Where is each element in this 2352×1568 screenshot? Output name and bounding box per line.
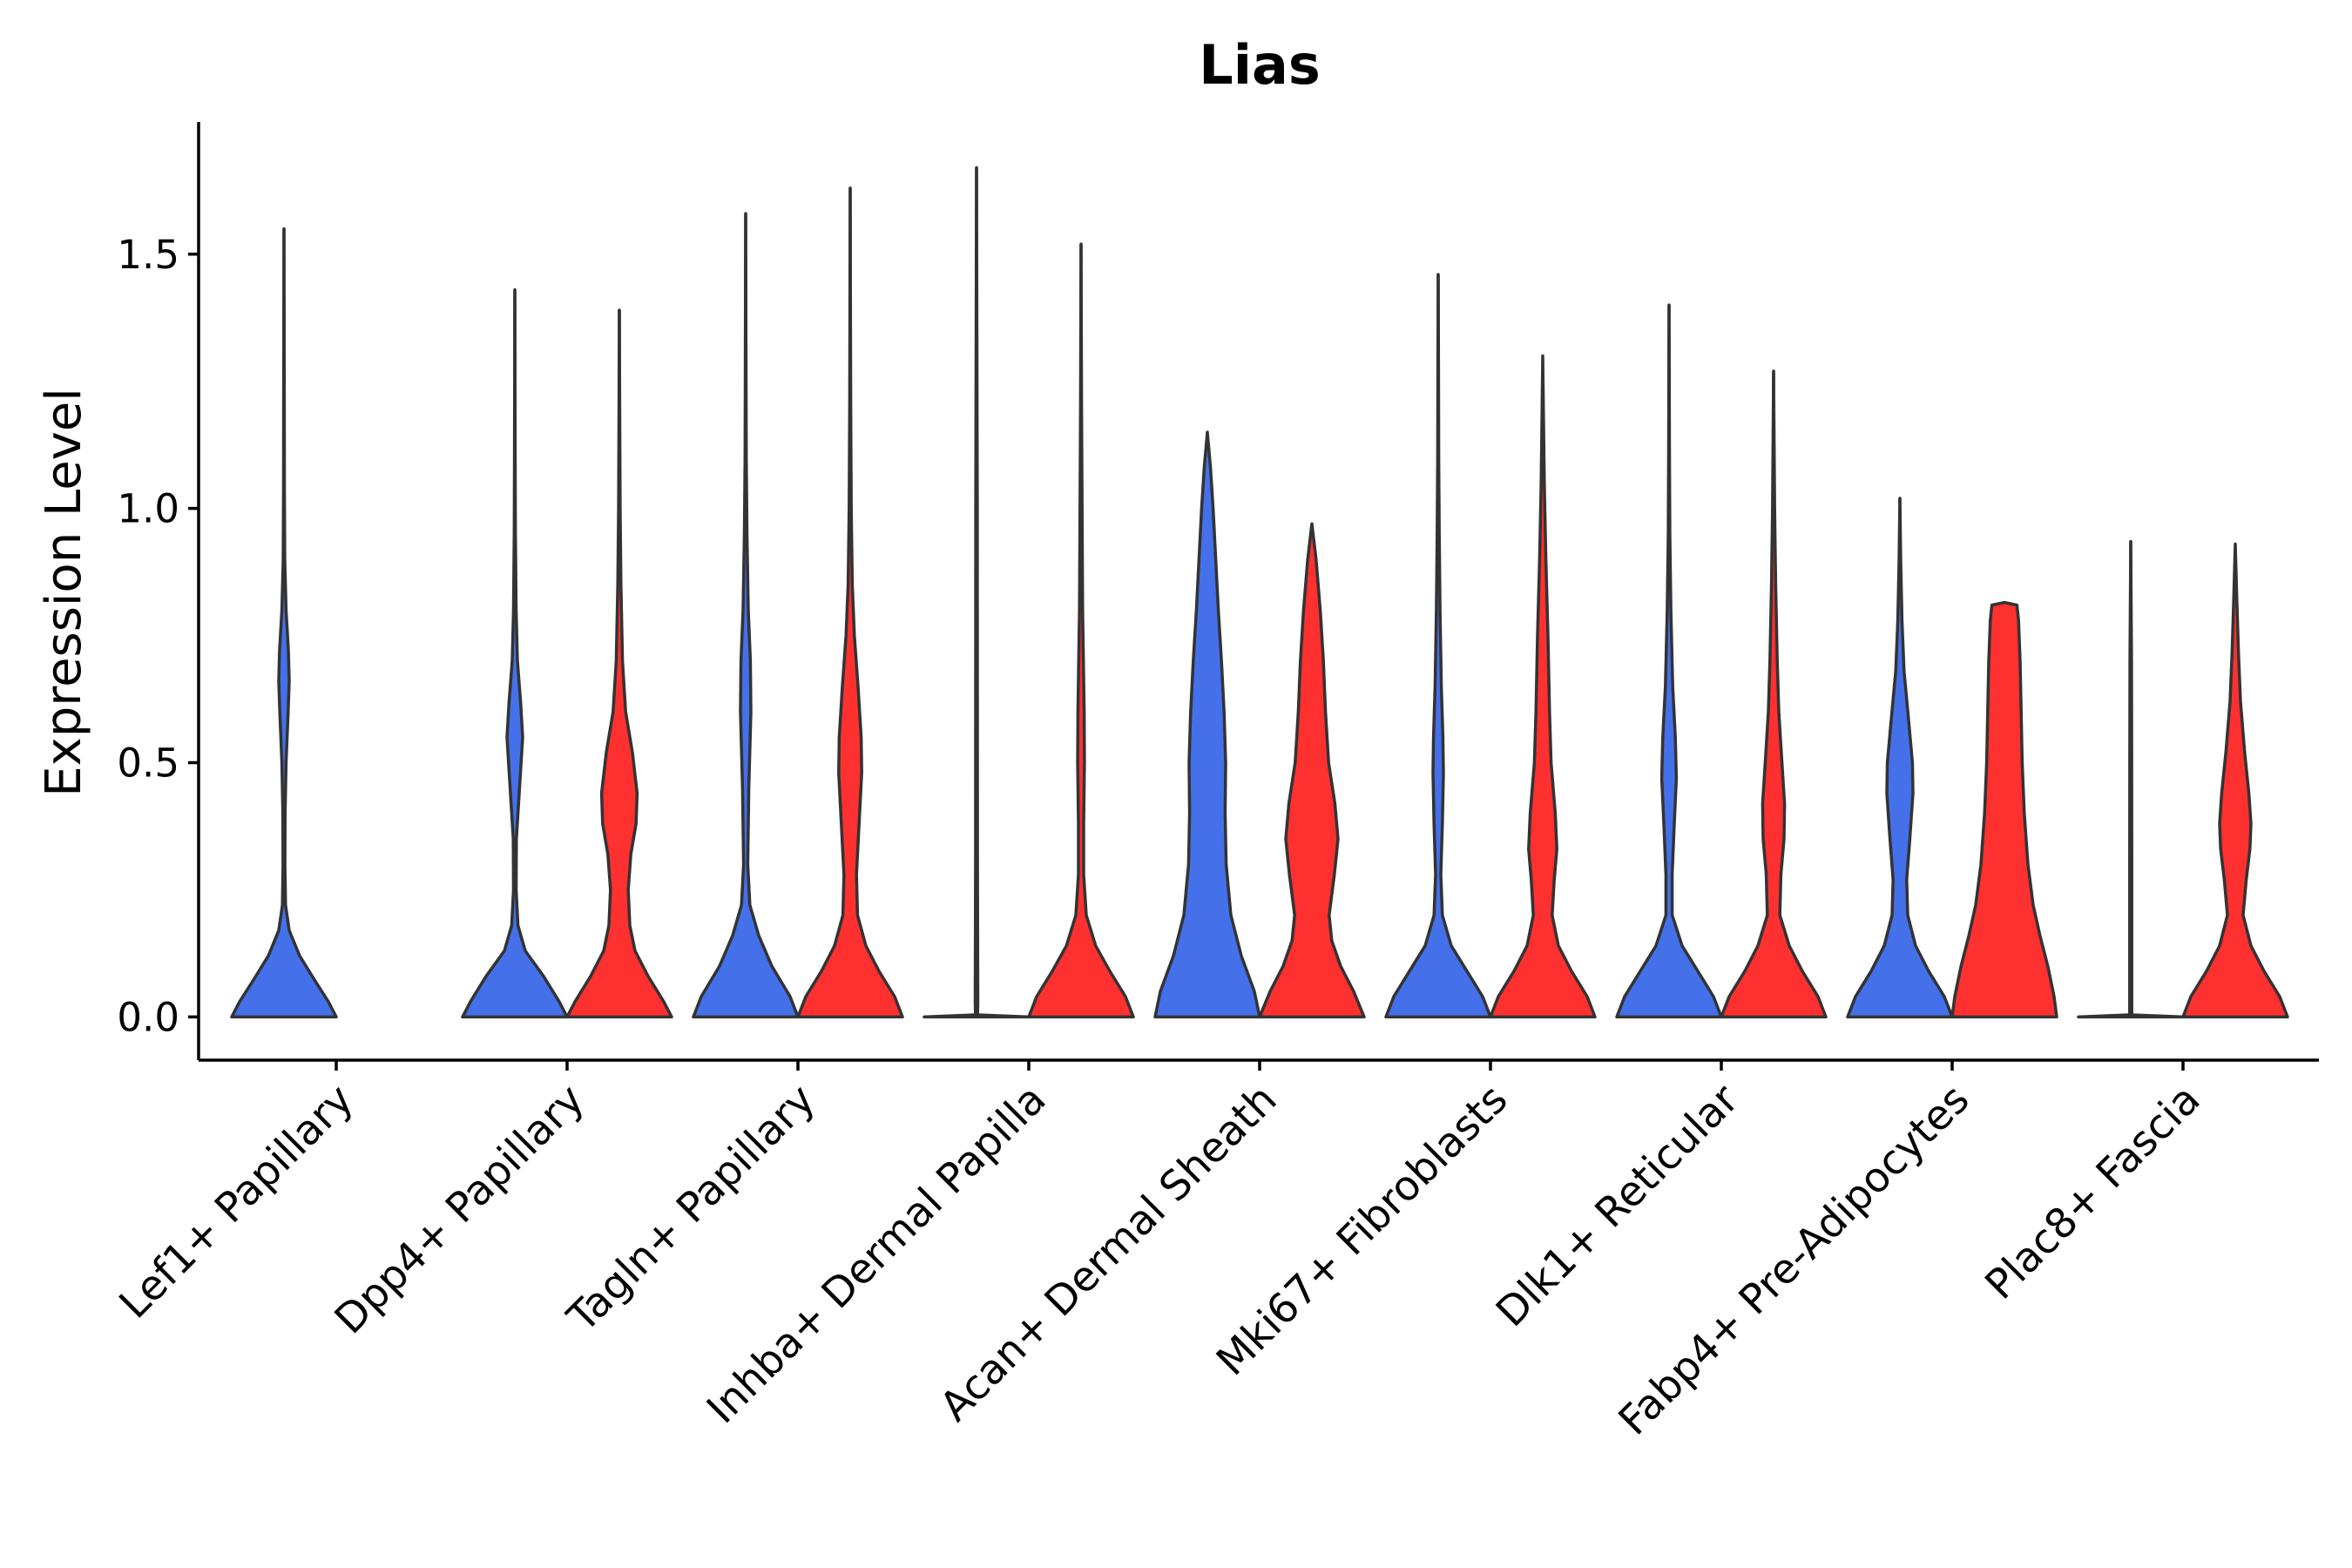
- y-axis-title: Expression Level: [36, 388, 92, 797]
- x-tick-label: Tagln+ Papillary: [558, 1076, 825, 1342]
- chart-title: Lias: [1199, 33, 1321, 97]
- x-tick-label: Lef1+ Papillary: [111, 1076, 363, 1328]
- y-tick-label: 1.5: [117, 232, 179, 278]
- x-tick-label: Dlk1+ Reticular: [1487, 1075, 1748, 1336]
- violin-group-blue-5: [1153, 430, 1261, 1019]
- violin-group-blue-8: [1846, 497, 1954, 1019]
- violin-group-red-3: [796, 186, 904, 1019]
- x-tick-label: Plac8+ Fascia: [1977, 1076, 2210, 1309]
- violin-group-red-9: [2181, 542, 2289, 1019]
- violin-group-red-6: [1489, 354, 1597, 1019]
- violin-group-red-5: [1258, 522, 1366, 1019]
- y-axis: 0.0 0.5 1.0 1.5: [117, 122, 200, 1060]
- x-tick-label: Dpp4+ Papillary: [326, 1076, 594, 1344]
- violin-group-red-8: [1950, 600, 2058, 1019]
- y-tick-label: 0.0: [117, 994, 179, 1040]
- violin-group-red-2: [565, 308, 673, 1019]
- violin-layer: [230, 166, 2289, 1019]
- y-tick-label: 1.0: [117, 486, 179, 532]
- violin-group-blue-6: [1384, 273, 1492, 1019]
- y-tick-label: 0.5: [117, 740, 179, 787]
